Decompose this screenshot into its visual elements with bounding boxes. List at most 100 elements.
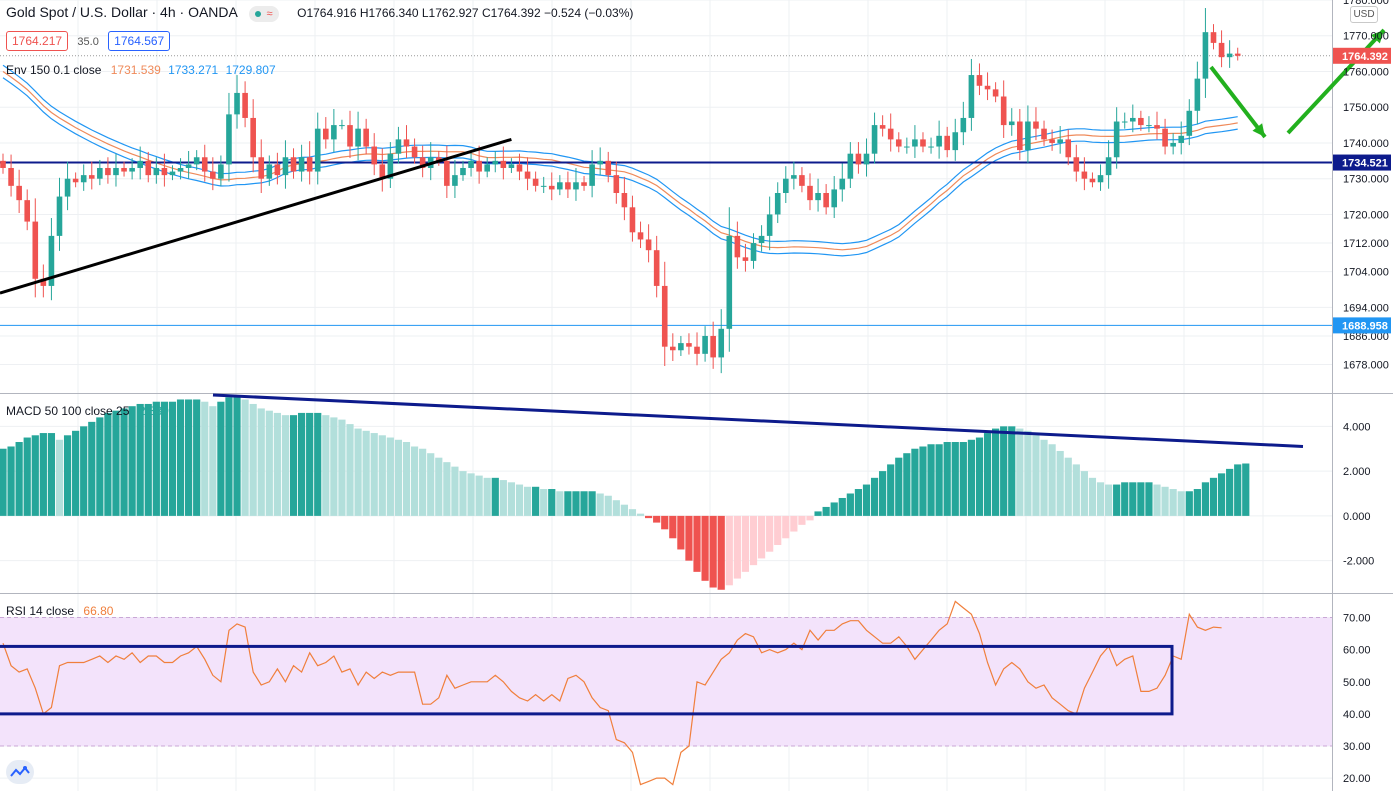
tradingview-logo-icon[interactable] xyxy=(6,760,34,784)
price-tick-label: 1686.000 xyxy=(1343,331,1389,343)
sell-price-button[interactable]: 1764.217 xyxy=(6,31,69,51)
rising-trendline xyxy=(0,137,512,295)
macd-histogram-bar xyxy=(330,417,338,516)
macd-histogram-bar xyxy=(31,435,39,516)
candle-body xyxy=(920,139,926,147)
candle-body xyxy=(1097,175,1104,183)
macd-histogram-bar xyxy=(1242,463,1250,516)
macd-value: 2.339 xyxy=(138,404,169,418)
macd-histogram-bar xyxy=(362,430,370,516)
macd-histogram-bar xyxy=(854,489,863,516)
candle-body xyxy=(1154,125,1160,129)
candle-body xyxy=(540,185,547,187)
candle-body xyxy=(557,182,563,190)
candle-body xyxy=(355,128,361,147)
price-label-text: 1764.392 xyxy=(1342,51,1388,63)
macd-histogram-bar xyxy=(55,439,64,516)
candle-body xyxy=(177,167,184,172)
rsi-tick-label: 50.00 xyxy=(1343,677,1371,689)
macd-histogram-bar xyxy=(322,415,330,516)
macd-histogram-bar xyxy=(1008,426,1016,516)
macd-histogram-bar xyxy=(838,497,846,516)
macd-histogram-bar xyxy=(782,515,790,539)
price-tick-label: 1720.000 xyxy=(1343,209,1389,221)
candle-body xyxy=(435,157,442,161)
macd-histogram-bar xyxy=(636,513,645,516)
candle-body xyxy=(928,146,934,148)
macd-histogram-bar xyxy=(1193,489,1201,516)
macd-histogram-bar xyxy=(297,412,306,516)
candle-body xyxy=(863,153,870,165)
price-label-text: 1734.521 xyxy=(1342,158,1388,170)
env-legend[interactable]: Env 150 0.1 close 1731.539 1733.271 1729… xyxy=(6,63,276,77)
macd-histogram-bar xyxy=(1234,464,1242,516)
candle-body xyxy=(718,328,725,358)
candle-body xyxy=(702,335,708,354)
macd-histogram-bar xyxy=(717,515,725,590)
rsi-legend[interactable]: RSI 14 close 66.80 xyxy=(6,604,113,618)
macd-histogram-bar xyxy=(394,439,403,516)
price-tick-label: 1740.000 xyxy=(1343,138,1389,150)
candle-body xyxy=(1162,128,1168,147)
rsi-tick-label: 70.00 xyxy=(1343,612,1371,624)
macd-histogram-bar xyxy=(23,437,31,516)
candle-body xyxy=(1226,53,1233,58)
macd-histogram-bar xyxy=(427,453,435,516)
macd-histogram-bar xyxy=(919,446,927,516)
projection-arrow-up xyxy=(1286,28,1386,135)
macd-histogram-bar xyxy=(7,446,15,516)
macd-histogram-bar xyxy=(757,515,766,559)
candle-body xyxy=(1121,121,1128,123)
candle-body xyxy=(395,139,402,154)
symbol-title[interactable]: Gold Spot / U.S. Dollar · 4h · OANDA xyxy=(6,4,238,20)
macd-histogram-bar xyxy=(96,417,104,516)
candle-body xyxy=(1186,110,1193,136)
macd-histogram-bar xyxy=(338,419,346,516)
macd-histogram-bar xyxy=(88,421,96,516)
buy-price-button[interactable]: 1764.567 xyxy=(108,31,171,51)
macd-histogram-bar xyxy=(435,457,443,516)
candle-body xyxy=(686,343,692,347)
macd-histogram-bar xyxy=(217,401,225,516)
candle-body xyxy=(532,178,539,186)
price-label-box xyxy=(1333,154,1391,171)
candle-body xyxy=(895,139,902,147)
macd-histogram-bar xyxy=(604,495,612,516)
macd-histogram-bar xyxy=(128,406,136,516)
currency-button[interactable]: USD xyxy=(1350,6,1378,23)
candle-body xyxy=(548,185,555,190)
candle-body xyxy=(694,346,700,354)
macd-histogram-bar xyxy=(741,515,750,572)
macd-histogram-bar xyxy=(241,399,249,516)
macd-histogram-bar xyxy=(475,475,483,516)
price-tick-label: 1760.000 xyxy=(1343,66,1389,78)
price-label-text: 1688.958 xyxy=(1342,320,1388,332)
candle-body xyxy=(105,167,111,176)
candle-body xyxy=(1113,121,1120,158)
macd-histogram-bar xyxy=(136,403,144,516)
candle-body xyxy=(323,128,329,140)
market-status-icon[interactable]: ≈ xyxy=(249,5,280,22)
macd-histogram-bar xyxy=(548,489,556,516)
macd-histogram-bar xyxy=(911,448,919,516)
macd-histogram-bar xyxy=(402,442,411,516)
macd-histogram-bar xyxy=(580,491,588,516)
candle-body xyxy=(500,160,507,168)
macd-histogram-bar xyxy=(806,515,814,521)
macd-histogram-bar xyxy=(846,493,854,516)
macd-legend[interactable]: MACD 50 100 close 25 2.339 xyxy=(6,404,169,418)
macd-histogram-bar xyxy=(209,406,217,516)
candle-body xyxy=(815,193,821,201)
macd-histogram-bar xyxy=(645,515,653,519)
macd-histogram-bar xyxy=(927,444,935,516)
candle-body xyxy=(314,128,321,172)
spread-value: 35.0 xyxy=(77,36,99,48)
macd-histogram-bar xyxy=(104,412,112,516)
candle-body xyxy=(1202,32,1209,79)
candle-body xyxy=(629,207,636,233)
macd-histogram-bar xyxy=(1056,450,1064,516)
macd-histogram-bar xyxy=(120,408,128,516)
macd-histogram-bar xyxy=(273,412,281,516)
macd-histogram-bar xyxy=(1121,482,1129,516)
